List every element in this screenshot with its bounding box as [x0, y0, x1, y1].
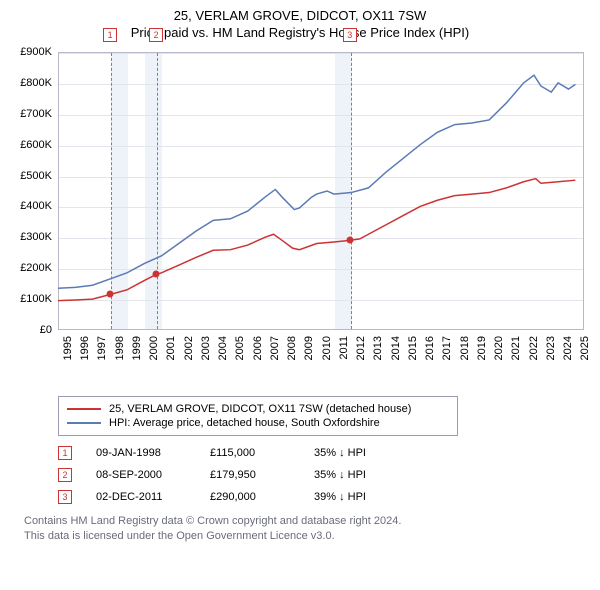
sales-table: 1 09-JAN-1998 £115,000 35% ↓ HPI 2 08-SE… — [58, 442, 588, 508]
sale-marker: 2 — [58, 468, 72, 482]
x-axis-label: 2001 — [165, 336, 177, 360]
y-axis-label: £100K — [12, 293, 52, 305]
sale-marker: 3 — [58, 490, 72, 504]
chart-marker: 3 — [343, 28, 357, 42]
legend-swatch — [67, 408, 101, 410]
sale-price: £115,000 — [210, 447, 290, 459]
sale-price: £290,000 — [210, 491, 290, 503]
sale-row: 1 09-JAN-1998 £115,000 35% ↓ HPI — [58, 442, 588, 464]
title-line2: Price paid vs. HM Land Registry's House … — [12, 25, 588, 40]
x-axis-label: 2010 — [321, 336, 333, 360]
sale-marker: 1 — [58, 446, 72, 460]
y-axis-label: £800K — [12, 77, 52, 89]
x-axis-label: 2000 — [148, 336, 160, 360]
x-axis-label: 2009 — [303, 336, 315, 360]
x-axis-label: 2020 — [493, 336, 505, 360]
title-line1: 25, VERLAM GROVE, DIDCOT, OX11 7SW — [12, 8, 588, 23]
x-axis-label: 2015 — [407, 336, 419, 360]
x-axis-label: 2004 — [217, 336, 229, 360]
chart-marker: 1 — [103, 28, 117, 42]
x-axis-label: 2025 — [579, 336, 591, 360]
x-axis-label: 2008 — [286, 336, 298, 360]
sale-diff: 35% ↓ HPI — [314, 447, 404, 459]
sale-date: 02-DEC-2011 — [96, 491, 186, 503]
x-axis-label: 2005 — [234, 336, 246, 360]
x-axis-label: 2023 — [545, 336, 557, 360]
x-axis-label: 2014 — [390, 336, 402, 360]
x-axis-label: 2011 — [338, 336, 350, 360]
x-axis-label: 2003 — [200, 336, 212, 360]
y-axis-label: £0 — [12, 324, 52, 336]
sale-diff: 39% ↓ HPI — [314, 491, 404, 503]
sale-row: 3 02-DEC-2011 £290,000 39% ↓ HPI — [58, 486, 588, 508]
footer-line: This data is licensed under the Open Gov… — [24, 529, 588, 544]
x-axis-label: 2017 — [441, 336, 453, 360]
x-axis-label: 2018 — [459, 336, 471, 360]
x-axis-label: 2019 — [476, 336, 488, 360]
legend-item: 25, VERLAM GROVE, DIDCOT, OX11 7SW (deta… — [67, 402, 449, 416]
y-axis-label: £400K — [12, 200, 52, 212]
sale-price: £179,950 — [210, 469, 290, 481]
sale-date: 08-SEP-2000 — [96, 469, 186, 481]
y-axis-label: £300K — [12, 231, 52, 243]
y-axis-label: £700K — [12, 108, 52, 120]
price-chart: £0 £100K £200K £300K £400K £500K £600K £700K £80… — [12, 46, 588, 386]
x-axis-label: 2013 — [372, 336, 384, 360]
footer-attribution: Contains HM Land Registry data © Crown c… — [24, 514, 588, 544]
legend: 25, VERLAM GROVE, DIDCOT, OX11 7SW (deta… — [58, 396, 458, 436]
sale-date: 09-JAN-1998 — [96, 447, 186, 459]
x-axis-label: 2021 — [510, 336, 522, 360]
chart-title: 25, VERLAM GROVE, DIDCOT, OX11 7SW Price… — [12, 8, 588, 40]
x-axis-label: 1996 — [79, 336, 91, 360]
x-axis-label: 1995 — [62, 336, 74, 360]
x-axis-label: 1997 — [96, 336, 108, 360]
y-axis-label: £900K — [12, 46, 52, 58]
sale-row: 2 08-SEP-2000 £179,950 35% ↓ HPI — [58, 464, 588, 486]
chart-marker: 2 — [149, 28, 163, 42]
legend-swatch — [67, 422, 101, 424]
x-axis-label: 2007 — [269, 336, 281, 360]
footer-line: Contains HM Land Registry data © Crown c… — [24, 514, 588, 529]
x-axis-label: 2016 — [424, 336, 436, 360]
x-axis-label: 2002 — [183, 336, 195, 360]
sale-diff: 35% ↓ HPI — [314, 469, 404, 481]
legend-label: HPI: Average price, detached house, Sout… — [109, 417, 380, 429]
x-axis-label: 2006 — [252, 336, 264, 360]
x-axis-label: 1998 — [114, 336, 126, 360]
legend-label: 25, VERLAM GROVE, DIDCOT, OX11 7SW (deta… — [109, 403, 411, 415]
y-axis-label: £600K — [12, 139, 52, 151]
y-axis-label: £500K — [12, 170, 52, 182]
x-axis-label: 2022 — [528, 336, 540, 360]
x-axis-label: 1999 — [131, 336, 143, 360]
y-axis-label: £200K — [12, 262, 52, 274]
x-axis-label: 2012 — [355, 336, 367, 360]
x-axis-label: 2024 — [562, 336, 574, 360]
legend-item: HPI: Average price, detached house, Sout… — [67, 416, 449, 430]
